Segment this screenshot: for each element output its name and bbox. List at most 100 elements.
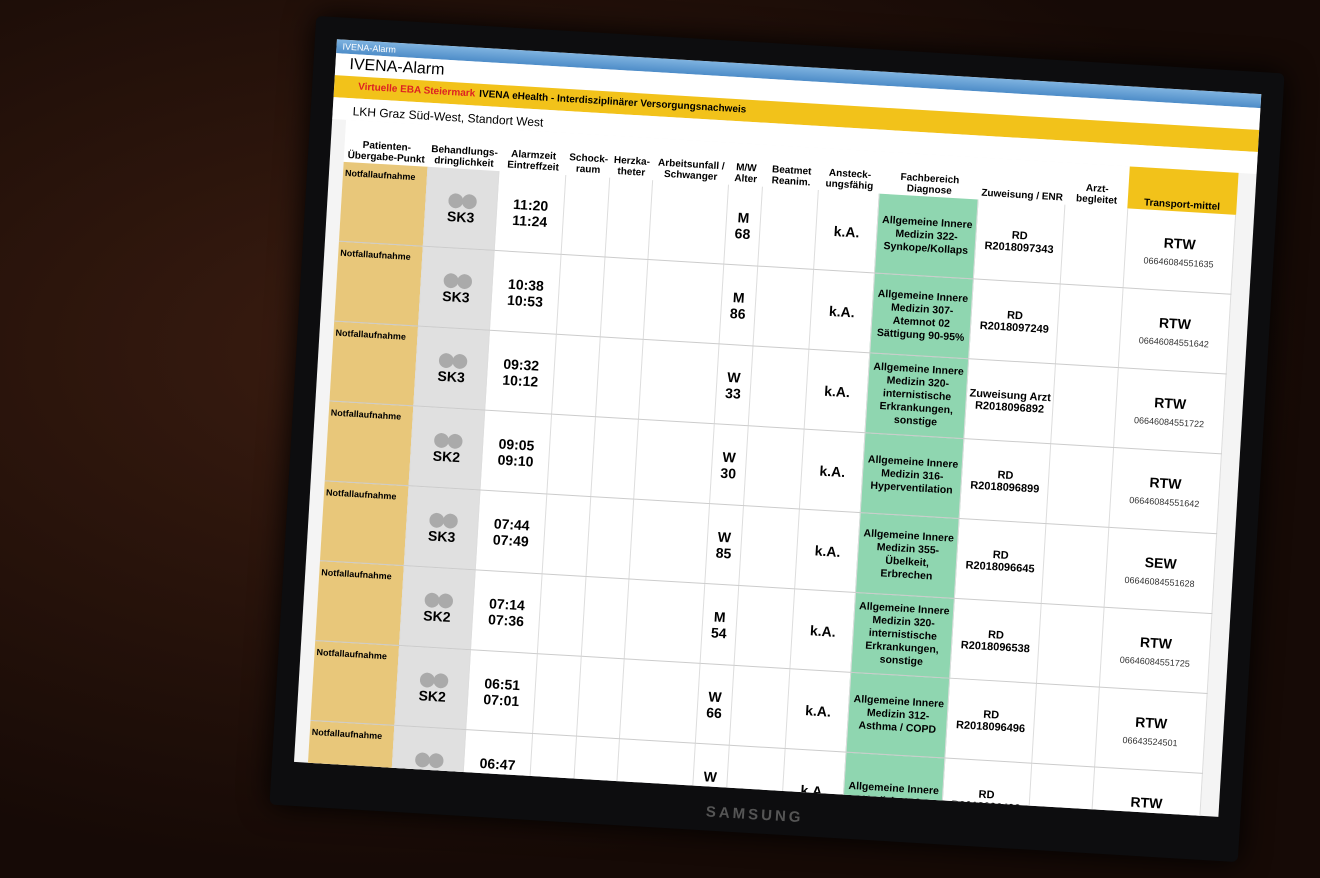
assignment: RD R2018096645 — [954, 518, 1046, 604]
urgency-level: SK3 — [441, 287, 470, 306]
ventilated — [743, 425, 805, 509]
arrival-time: 07:36 — [487, 610, 525, 629]
urgency-level: SK3 — [413, 767, 442, 785]
ventilated — [729, 665, 791, 749]
infectious: k.A. — [804, 349, 870, 433]
times: 06:51 07:01 — [465, 649, 538, 734]
doctor-accompanied — [1026, 763, 1095, 817]
work-accident — [619, 658, 700, 744]
times: 11:20 11:24 — [494, 171, 567, 255]
transport: RTW 06646084551642 — [1118, 287, 1231, 375]
infectious: k.A. — [795, 508, 861, 593]
screen: IVENA-Alarm IVENA-Alarm Virtuelle EBA St… — [293, 39, 1262, 817]
shock-room — [561, 175, 610, 257]
urgency: ⬤⬤ SK2 — [408, 405, 485, 490]
arrival-time: 10:12 — [501, 371, 539, 390]
monitor: IVENA-Alarm IVENA-Alarm Virtuelle EBA St… — [269, 15, 1285, 863]
cath-lab — [590, 416, 639, 500]
diagnosis: Allgemeine Innere Medizin 355-Übelkeit, … — [855, 512, 960, 599]
sex: W — [707, 687, 723, 705]
sex-age: M 54 — [699, 583, 739, 666]
handover-point: Notfallaufnahme — [319, 480, 409, 566]
work-accident — [647, 180, 729, 265]
infectious: k.A. — [799, 429, 865, 513]
transport-type: RTW — [1139, 633, 1173, 652]
arrival-time: 11:24 — [511, 211, 548, 230]
transport-type: RTW — [1149, 473, 1182, 492]
transport-phone: 06646084551725 — [1119, 654, 1191, 669]
transport-phone: 06646084551635 — [1143, 254, 1214, 270]
times: 09:32 10:12 — [484, 330, 557, 415]
urgency-level: SK3 — [437, 367, 466, 386]
arrival-time: 07:01 — [482, 690, 520, 709]
shock-room — [532, 653, 581, 737]
urgency: ⬤⬤ SK3 — [423, 166, 500, 251]
column-header: M/W Alter — [728, 142, 766, 187]
age: 54 — [710, 623, 728, 641]
doctor-accompanied — [1060, 204, 1128, 288]
ventilated — [734, 585, 796, 669]
arrival-time: 09:10 — [497, 450, 534, 470]
cath-lab — [585, 496, 634, 579]
sex: W — [726, 368, 742, 386]
ventilated — [738, 505, 800, 589]
infectious: k.A. — [780, 748, 847, 817]
cath-lab — [595, 336, 644, 420]
urgency: ⬤⬤ SK3 — [413, 326, 490, 411]
shock-room — [537, 573, 586, 657]
times: 09:05 09:10 — [480, 410, 552, 494]
ventilated — [757, 186, 819, 270]
sex: M — [713, 608, 727, 625]
age: 85 — [715, 544, 732, 561]
diagnosis: Allgemeine Innere Medizin 322- — [841, 752, 946, 817]
doctor-accompanied — [1050, 363, 1119, 448]
urgency-level: SK2 — [418, 687, 447, 705]
region: Virtuelle EBA Steiermark — [357, 81, 476, 100]
transport-type: SEW — [1144, 553, 1178, 572]
handover-point: Notfallaufnahme — [334, 241, 424, 327]
transport-type: RTW — [1134, 713, 1168, 732]
doctor-accompanied — [1031, 683, 1100, 767]
work-accident — [638, 339, 719, 424]
sex: W — [717, 528, 732, 545]
transport-phone: 06646084551722 — [1133, 414, 1205, 429]
sex-age: W 33 — [713, 343, 754, 426]
handover-point: Notfallaufnahme — [338, 161, 428, 247]
doctor-accompanied — [1036, 603, 1104, 688]
diagnosis: Allgemeine Innere Medizin 320-internisti… — [850, 592, 955, 679]
column-header: Herzka-theter — [609, 135, 655, 181]
urgency: ⬤⬤ SK2 — [394, 645, 471, 730]
urgency-level: SK2 — [432, 447, 461, 466]
transport-type: RTW — [1130, 793, 1163, 811]
sex: W — [703, 767, 718, 785]
handover-point: Notfallaufnahme — [329, 321, 419, 406]
cath-lab — [580, 576, 629, 659]
infectious: k.A. — [790, 588, 856, 673]
times: 07:14 07:36 — [470, 569, 543, 654]
assignment: RD R2018097249 — [969, 278, 1061, 364]
transport: SEW 06646084551628 — [1103, 527, 1217, 614]
shock-room — [542, 493, 591, 577]
transport-type: RTW — [1153, 393, 1187, 412]
column-header: Patienten-Übergabe-Punkt — [343, 119, 431, 167]
sex: M — [732, 288, 746, 306]
column-header: Behandlungs-dringlichkeit — [427, 124, 502, 172]
transport-phone: 06646084551713 — [1094, 813, 1198, 817]
age: 46 — [701, 783, 718, 801]
doctor-accompanied — [1055, 284, 1123, 368]
column-header: Transport-mittel — [1127, 166, 1239, 215]
column-header: Zuweisung / ENR — [978, 157, 1068, 205]
diagnosis: Allgemeine Innere Medizin 312-Asthma / C… — [846, 672, 951, 759]
infectious: k.A. — [814, 190, 880, 273]
cath-lab — [599, 256, 648, 340]
column-header: Beatmet Reanim. — [762, 144, 822, 191]
diagnosis: Allgemeine Innere Medizin 322-Synkope/Ko… — [874, 193, 979, 279]
diagnosis: Allgemeine Innere Medizin 320-internisti… — [864, 352, 970, 439]
age: 33 — [724, 384, 742, 402]
assignment: RD R2018097343 — [973, 199, 1065, 285]
cath-lab — [576, 656, 625, 739]
arrival-time: 07:49 — [492, 530, 530, 549]
sex: M — [737, 208, 750, 226]
assignment: RD R2018096899 — [959, 438, 1051, 524]
